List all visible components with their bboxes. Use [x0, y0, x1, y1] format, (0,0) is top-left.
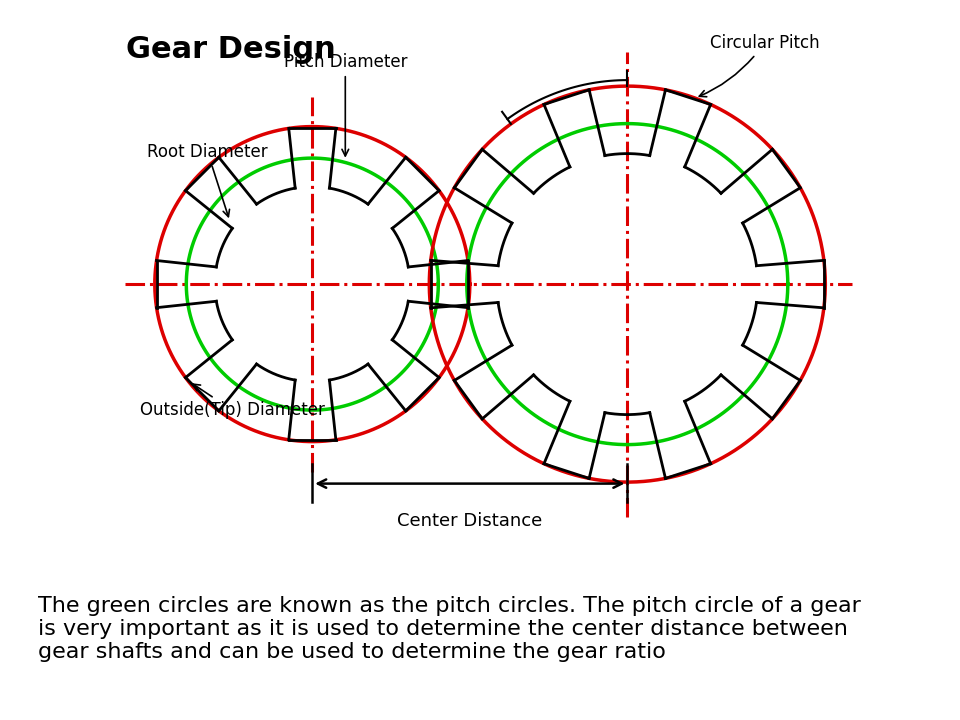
Text: Circular Pitch: Circular Pitch [699, 34, 820, 96]
Text: The green circles are known as the pitch circles. The pitch circle of a gear
is : The green circles are known as the pitch… [38, 596, 861, 662]
Text: Gear Design: Gear Design [126, 35, 336, 64]
Text: Root Diameter: Root Diameter [147, 143, 268, 217]
Text: Center Distance: Center Distance [397, 512, 542, 530]
Text: Outside(Tip) Diameter: Outside(Tip) Diameter [140, 384, 324, 419]
Text: Pitch Diameter: Pitch Diameter [283, 53, 407, 156]
